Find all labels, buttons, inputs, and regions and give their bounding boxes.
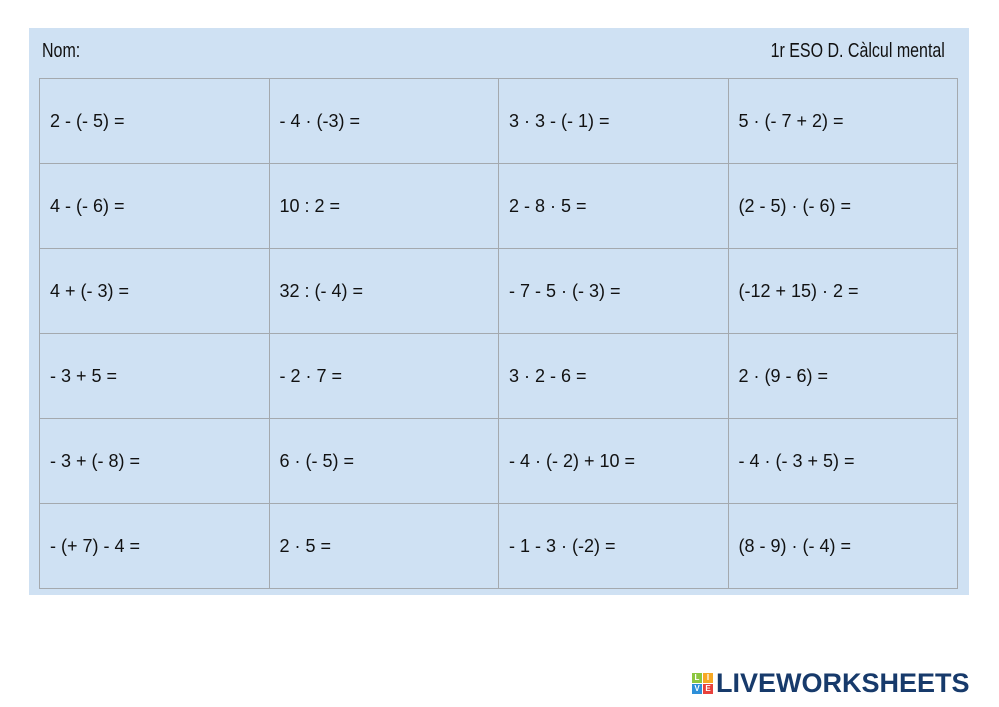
- exercise-cell[interactable]: - 3 + 5 =: [39, 333, 270, 419]
- exercise-cell[interactable]: 10 : 2 =: [268, 163, 499, 249]
- grid-row: - 3 + (- 8) = 6 · (- 5) = - 4 · (- 2) + 10…: [39, 418, 958, 504]
- exercise-cell[interactable]: - (+ 7) - 4 =: [39, 503, 270, 589]
- worksheet-panel: Nom: 1r ESO D. Càlcul mental 2 - (- 5) =…: [29, 28, 969, 595]
- worksheet-title: 1r ESO D. Càlcul mental: [770, 40, 945, 62]
- logo-letter-block: L: [692, 673, 702, 683]
- exercise-cell[interactable]: (8 - 9) · (- 4) =: [727, 503, 958, 589]
- exercise-cell[interactable]: 4 - (- 6) =: [39, 163, 270, 249]
- name-label: Nom:: [42, 40, 81, 62]
- grid-row: 4 - (- 6) = 10 : 2 = 2 - 8 · 5 = (2 - 5) · …: [39, 163, 958, 249]
- exercise-cell[interactable]: - 3 + (- 8) =: [39, 418, 270, 504]
- grid-row: - 3 + 5 = - 2 · 7 = 3 · 2 - 6 = 2 · (9 - 6)…: [39, 333, 958, 419]
- logo-letter-block: V: [692, 684, 702, 694]
- exercise-cell[interactable]: - 4 · (-3) =: [268, 78, 499, 164]
- exercise-cell[interactable]: - 2 · 7 =: [268, 333, 499, 419]
- exercise-cell[interactable]: - 7 - 5 · (- 3) =: [498, 248, 729, 334]
- exercise-cell[interactable]: 2 - 8 · 5 =: [498, 163, 729, 249]
- exercise-cell[interactable]: - 1 - 3 · (-2) =: [498, 503, 729, 589]
- exercise-cell[interactable]: 5 · (- 7 + 2) =: [727, 78, 958, 164]
- logo-letter-block: E: [703, 684, 713, 694]
- exercise-cell[interactable]: - 4 · (- 3 + 5) =: [727, 418, 958, 504]
- logo-text: LIVEWORKSHEETS: [716, 668, 970, 698]
- logo-letter-block: I: [703, 673, 713, 683]
- exercise-cell[interactable]: 2 - (- 5) =: [39, 78, 270, 164]
- exercise-cell[interactable]: 6 · (- 5) =: [268, 418, 499, 504]
- exercise-cell[interactable]: - 4 · (- 2) + 10 =: [498, 418, 729, 504]
- grid-row: 4 + (- 3) = 32 : (- 4) = - 7 - 5 · (- 3) =…: [39, 248, 958, 334]
- exercise-cell[interactable]: 3 · 3 - (- 1) =: [498, 78, 729, 164]
- grid-row: - (+ 7) - 4 = 2 · 5 = - 1 - 3 · (-2) = (8 -…: [39, 503, 958, 589]
- exercise-grid: 2 - (- 5) = - 4 · (-3) = 3 · 3 - (- 1) = 5 …: [39, 78, 958, 589]
- exercise-cell[interactable]: 32 : (- 4) =: [268, 248, 499, 334]
- exercise-cell[interactable]: 2 · (9 - 6) =: [727, 333, 958, 419]
- exercise-cell[interactable]: (2 - 5) · (- 6) =: [727, 163, 958, 249]
- grid-row: 2 - (- 5) = - 4 · (-3) = 3 · 3 - (- 1) = 5 …: [39, 78, 958, 164]
- exercise-cell[interactable]: 3 · 2 - 6 =: [498, 333, 729, 419]
- exercise-cell[interactable]: 2 · 5 =: [268, 503, 499, 589]
- exercise-cell[interactable]: 4 + (- 3) =: [39, 248, 270, 334]
- exercise-cell[interactable]: (-12 + 15) · 2 =: [727, 248, 958, 334]
